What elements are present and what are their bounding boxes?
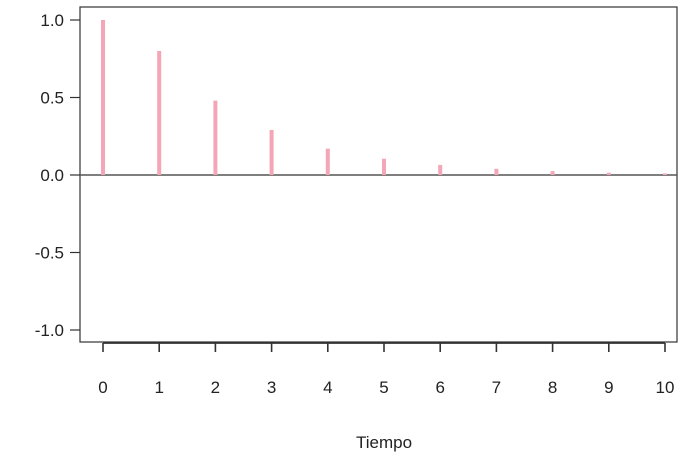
x-tick-label: 7 xyxy=(492,378,501,397)
x-tick-label: 3 xyxy=(267,378,276,397)
y-tick-label: -1.0 xyxy=(35,321,64,340)
stems xyxy=(101,20,667,175)
x-tick-label: 9 xyxy=(604,378,613,397)
x-tick-label: 6 xyxy=(435,378,444,397)
y-tick-label: 0.0 xyxy=(40,166,64,185)
x-tick-label: 0 xyxy=(98,378,107,397)
x-tick-label: 8 xyxy=(548,378,557,397)
y-tick-label: -0.5 xyxy=(35,244,64,263)
y-tick-label: 0.5 xyxy=(40,89,64,108)
x-tick-label: 4 xyxy=(323,378,332,397)
x-tick-label: 2 xyxy=(211,378,220,397)
y-axis: 1.0 0.5 0.0 -0.5 -1.0 xyxy=(35,11,80,340)
x-tick-label: 10 xyxy=(656,378,675,397)
x-tick-label: 1 xyxy=(154,378,163,397)
x-axis-title: Tiempo xyxy=(356,433,412,452)
x-tick-label: 5 xyxy=(379,378,388,397)
y-tick-label: 1.0 xyxy=(40,11,64,30)
x-axis: 0 1 2 3 4 5 6 7 8 9 10 xyxy=(98,342,675,397)
